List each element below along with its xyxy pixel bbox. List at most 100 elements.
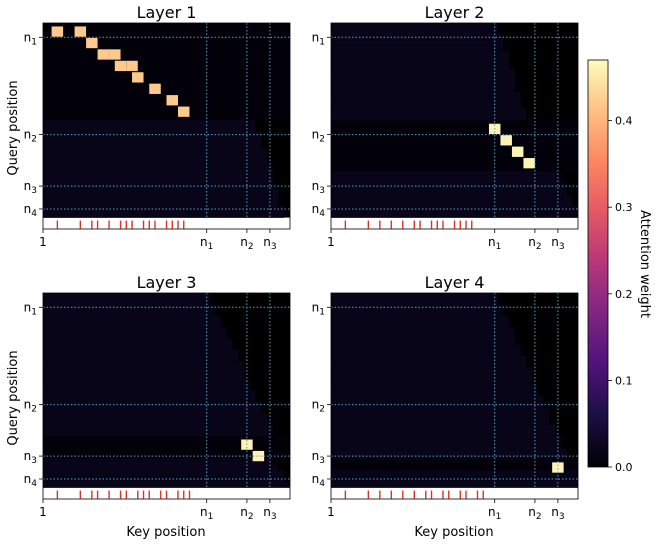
attention-peak bbox=[97, 49, 110, 60]
x-tick-label: n2 bbox=[240, 235, 253, 252]
attention-row bbox=[43, 418, 268, 425]
attention-row bbox=[331, 34, 504, 41]
attention-row bbox=[43, 40, 290, 47]
attention-row bbox=[331, 160, 578, 167]
attention-peak bbox=[86, 37, 98, 49]
attention-row bbox=[331, 166, 578, 173]
attention-row bbox=[331, 200, 573, 207]
attention-row bbox=[331, 378, 533, 385]
y-tick-label: n3 bbox=[312, 179, 325, 196]
attention-row bbox=[331, 80, 515, 87]
attention-peak bbox=[132, 72, 144, 83]
x-tick-label: n3 bbox=[263, 505, 276, 522]
x-tick-label: n3 bbox=[551, 235, 564, 252]
attention-row bbox=[331, 407, 550, 414]
heatmap-panel-3: Layer 3 n1 n2 n3 n4 1 n1 n2 n3 bbox=[24, 273, 291, 522]
x-tick-label: n1 bbox=[200, 505, 213, 522]
attention-row bbox=[43, 310, 216, 317]
colorbar-tick-label: 0.0 bbox=[615, 461, 633, 474]
attention-row bbox=[331, 137, 578, 144]
x-tick-label: 1 bbox=[39, 235, 47, 249]
attention-row bbox=[43, 23, 290, 30]
attention-peak bbox=[51, 26, 64, 37]
attention-row bbox=[43, 137, 262, 144]
attention-row bbox=[331, 447, 567, 454]
panel-title: Layer 2 bbox=[425, 3, 485, 22]
attention-row bbox=[331, 298, 498, 305]
x-tick-label: 1 bbox=[327, 505, 335, 519]
attention-row bbox=[331, 310, 504, 317]
colorbar-label: Attention weight bbox=[637, 210, 652, 318]
attention-row bbox=[331, 211, 578, 218]
x-tick-label: n2 bbox=[528, 505, 541, 522]
attention-row bbox=[331, 45, 504, 52]
attention-row bbox=[331, 103, 521, 110]
y-tick-label: n1 bbox=[312, 300, 325, 317]
colorbar-tick-label: 0.1 bbox=[615, 374, 633, 387]
attention-row bbox=[43, 45, 290, 52]
attention-row bbox=[43, 298, 210, 305]
attention-row bbox=[331, 367, 533, 374]
attention-row bbox=[331, 333, 515, 340]
attention-row bbox=[331, 126, 578, 133]
attention-row bbox=[331, 194, 573, 201]
attention-row bbox=[43, 114, 290, 121]
x-tick-label: n3 bbox=[551, 505, 564, 522]
y-tick-label: n4 bbox=[24, 202, 38, 219]
attention-row bbox=[43, 154, 268, 161]
attention-row bbox=[331, 418, 550, 425]
x-tick-label: 1 bbox=[327, 235, 335, 249]
attention-peak bbox=[74, 26, 87, 37]
attention-row bbox=[331, 51, 510, 58]
attention-row bbox=[43, 28, 290, 35]
heatmap-panels: Layer 1 n1 n2 n3 n4 1 n1 n2 n3 Layer 2 n1 n2 n3 n4 1 n1… bbox=[24, 3, 579, 522]
attention-row bbox=[43, 57, 290, 64]
y-tick-label: n2 bbox=[312, 128, 325, 145]
attention-row bbox=[331, 350, 521, 357]
x-tick-label: n1 bbox=[488, 235, 501, 252]
attention-row bbox=[331, 28, 498, 35]
attention-peak bbox=[177, 106, 190, 117]
attention-row bbox=[331, 68, 515, 75]
attention-row bbox=[43, 304, 216, 311]
attention-row bbox=[331, 304, 504, 311]
x-tick-label: n1 bbox=[200, 235, 213, 252]
attention-row bbox=[331, 85, 515, 92]
attention-row bbox=[43, 166, 273, 173]
attention-row bbox=[331, 373, 533, 380]
attention-row bbox=[43, 63, 290, 70]
attention-row bbox=[43, 74, 290, 81]
attention-row bbox=[331, 143, 578, 150]
attention-peak bbox=[149, 83, 161, 94]
attention-row bbox=[331, 171, 561, 178]
attention-row bbox=[331, 390, 538, 397]
attention-row bbox=[331, 338, 515, 345]
attention-row bbox=[43, 80, 290, 87]
y-tick-label: n4 bbox=[312, 202, 326, 219]
attention-row bbox=[331, 177, 561, 184]
attention-row bbox=[331, 183, 567, 190]
y-tick-label: n3 bbox=[312, 449, 325, 466]
attention-row bbox=[331, 413, 550, 420]
attention-row bbox=[331, 63, 510, 70]
attention-row bbox=[331, 321, 510, 328]
attention-row bbox=[43, 361, 245, 368]
attention-row bbox=[43, 344, 233, 351]
attention-row bbox=[331, 430, 556, 437]
attention-row bbox=[43, 441, 290, 448]
attention-row bbox=[43, 160, 268, 167]
attention-peak bbox=[252, 450, 265, 462]
attention-row bbox=[43, 148, 268, 155]
attention-peak bbox=[511, 146, 524, 157]
y-tick-label: n4 bbox=[24, 472, 38, 489]
attention-row bbox=[43, 85, 290, 92]
x-tick-label: n1 bbox=[488, 505, 501, 522]
heatmap-panel-4: Layer 4 n1 n2 n3 n4 1 n1 n2 n3 bbox=[312, 273, 579, 522]
attention-peak bbox=[500, 135, 512, 146]
heatmap-panel-2: Layer 2 n1 n2 n3 n4 1 n1 n2 n3 bbox=[312, 3, 579, 252]
attention-row bbox=[43, 315, 222, 322]
panel-title: Layer 1 bbox=[137, 3, 197, 22]
attention-row bbox=[331, 57, 510, 64]
y-tick-label: n1 bbox=[312, 30, 325, 47]
attention-row bbox=[43, 390, 256, 397]
